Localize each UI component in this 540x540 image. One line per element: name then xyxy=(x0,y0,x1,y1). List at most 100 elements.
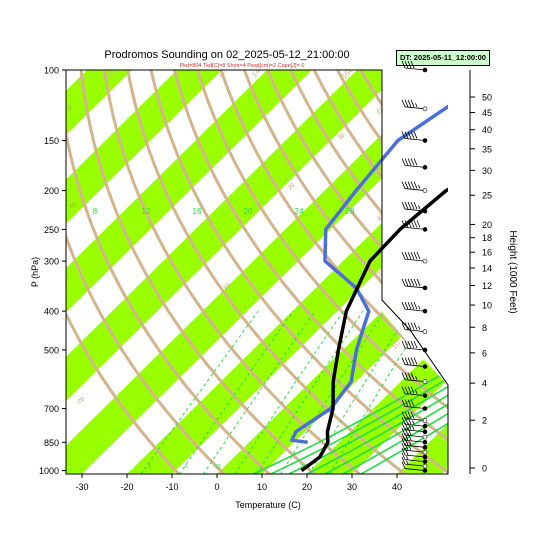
wind-barb xyxy=(401,417,428,429)
moist-adiabat xyxy=(252,369,448,474)
mixing-ratio-line xyxy=(140,310,259,474)
height-tick-label: 4 xyxy=(482,379,487,389)
wind-barb xyxy=(401,427,428,440)
wind-barb xyxy=(401,438,428,450)
wind-barb xyxy=(401,456,428,469)
dry-adiabat xyxy=(66,232,226,474)
wind-barb xyxy=(401,201,428,214)
temperature-line xyxy=(300,187,448,473)
height-tick-label: 35 xyxy=(482,144,492,154)
height-tick-label: 6 xyxy=(482,348,487,358)
dry-adiabat-label: 120 xyxy=(215,63,231,79)
moist-adiabat-label: 20 xyxy=(244,207,253,216)
dry-adiabat xyxy=(242,70,448,347)
wind-barb xyxy=(401,251,428,264)
x-tick-label: 10 xyxy=(257,482,267,492)
isotherm-band xyxy=(66,70,448,474)
wind-barb xyxy=(401,158,428,170)
wind-barb xyxy=(401,461,428,473)
isotherm-label: -30 xyxy=(67,201,78,212)
height-tick-label: 2 xyxy=(482,416,487,426)
dewpoint-line xyxy=(290,104,448,445)
wind-barb xyxy=(401,399,428,411)
y-tick-label: 300 xyxy=(44,257,59,267)
height-tick-label: 18 xyxy=(482,233,492,243)
moist-adiabat-label: 28 xyxy=(346,207,355,216)
height-axis-label: Height (1000 Feet) xyxy=(507,230,518,313)
wind-barb xyxy=(401,340,428,353)
mixing-ratio-label: 3 xyxy=(148,464,151,470)
wind-barb xyxy=(401,411,428,423)
dry-adiabat xyxy=(454,70,540,474)
y-tick-label: 150 xyxy=(44,136,59,146)
wind-barb xyxy=(401,181,428,193)
moist-adiabat xyxy=(306,394,448,474)
isotherm-band xyxy=(66,70,312,313)
height-tick-label: 25 xyxy=(482,191,492,201)
y-tick-label: 100 xyxy=(44,66,59,76)
dry-adiabat xyxy=(66,125,271,474)
wind-barb xyxy=(401,131,428,143)
y-tick-label: 500 xyxy=(44,345,59,355)
isotherm-label: -20 xyxy=(75,396,86,407)
wind-barb xyxy=(401,447,428,460)
dry-adiabat xyxy=(79,70,316,474)
moist-adiabat xyxy=(342,412,448,474)
height-tick-label: 8 xyxy=(482,323,487,333)
wind-barb xyxy=(401,443,428,455)
mixing-ratio-label: 20 xyxy=(300,464,306,470)
mixing-ratio-line xyxy=(280,310,385,474)
height-tick-label: 14 xyxy=(482,264,492,274)
moist-adiabat xyxy=(360,422,448,474)
dry-adiabat xyxy=(126,70,406,474)
x-axis-label: Temperature (C) xyxy=(235,500,301,510)
wind-barb xyxy=(401,357,428,369)
moist-adiabat-label: 8 xyxy=(93,207,98,216)
height-tick-label: 0 xyxy=(482,464,487,474)
x-tick-label: 20 xyxy=(302,482,312,492)
y-axis-label: P (hPa) xyxy=(30,257,40,287)
dry-adiabat xyxy=(524,70,540,474)
isotherm-band xyxy=(127,157,448,474)
wind-barb xyxy=(401,220,428,232)
x-tick-label: 0 xyxy=(214,482,219,492)
x-tick-label: -20 xyxy=(120,482,133,492)
height-tick-label: 20 xyxy=(482,220,492,230)
dry-adiabat xyxy=(266,70,448,316)
wind-barb xyxy=(401,278,428,291)
barb-panel-mask xyxy=(382,70,448,474)
isotherm-band xyxy=(307,335,448,474)
dry-adiabat xyxy=(66,310,180,474)
wind-barb xyxy=(401,386,428,398)
x-tick-label: 40 xyxy=(392,482,402,492)
datetime-badge: DT: 2025-05-11_12:00:00 xyxy=(396,50,490,66)
isotherm-label: 30 xyxy=(337,132,346,141)
mixing-ratio-line xyxy=(256,310,364,474)
moist-adiabat-label: 16 xyxy=(193,207,202,216)
mixing-ratio-label: 5 xyxy=(185,464,188,470)
dry-adiabat xyxy=(501,70,540,474)
moist-adiabat xyxy=(324,403,448,474)
dry-adiabat-label: 140 xyxy=(250,63,266,79)
y-tick-label: 700 xyxy=(44,404,59,414)
height-tick-label: 16 xyxy=(482,248,492,258)
height-tick-label: 12 xyxy=(482,281,492,291)
isotherm-band xyxy=(66,70,402,402)
wind-barb xyxy=(401,322,428,334)
plot-frame xyxy=(65,69,449,475)
dry-adiabat xyxy=(172,70,448,442)
y-tick-label: 200 xyxy=(44,186,59,196)
wind-barb xyxy=(401,372,428,384)
height-tick-label: 40 xyxy=(482,125,492,135)
x-tick-label: -10 xyxy=(165,482,178,492)
mixing-ratio-label: 10 xyxy=(215,464,221,470)
y-tick-label: 250 xyxy=(44,225,59,235)
mixing-ratio-line xyxy=(308,310,411,474)
dry-adiabat xyxy=(149,70,448,474)
dry-adiabat-label: 100 xyxy=(105,63,121,79)
height-tick-label: 30 xyxy=(482,166,492,176)
isotherm-label: 10 xyxy=(222,282,231,291)
moist-adiabat-label: 12 xyxy=(142,207,151,216)
wind-barb xyxy=(401,302,428,314)
wind-barb xyxy=(401,452,428,464)
